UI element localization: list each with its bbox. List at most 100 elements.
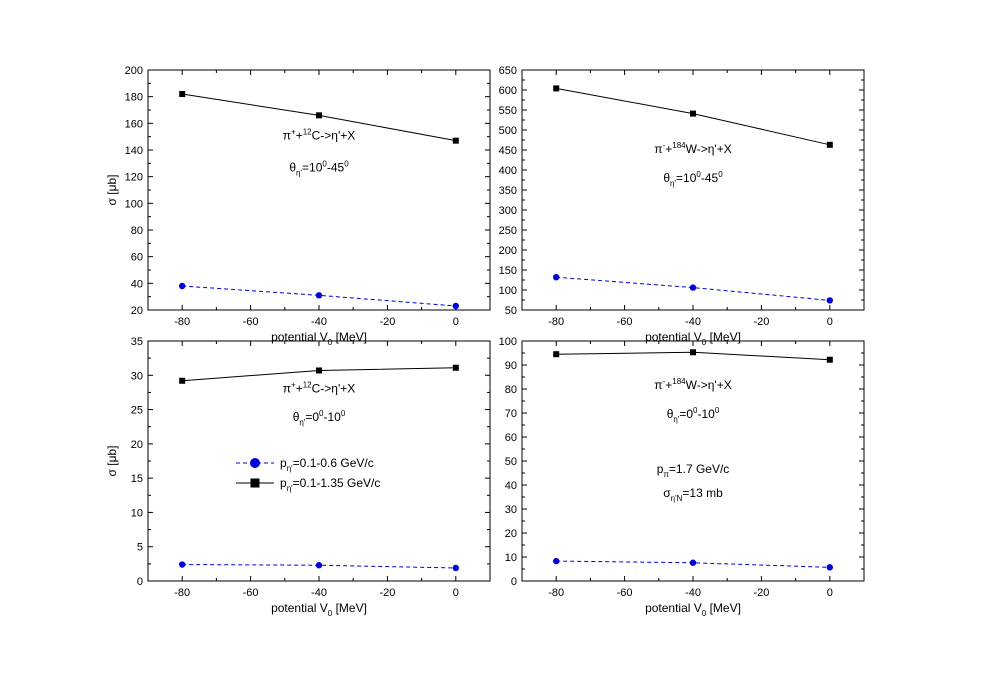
x-tick-label: 0 [827, 316, 833, 328]
annotation-part: 12 [303, 127, 312, 136]
annotation-part: 12 [303, 380, 312, 389]
y-tick-label: 20 [505, 528, 517, 540]
annotation-part: - [663, 377, 666, 386]
data-point [452, 564, 459, 572]
annotation-part: + [665, 142, 672, 156]
y-tick-label: 160 [125, 118, 143, 130]
x-tick-label: -80 [174, 316, 190, 328]
y-tick-label: 550 [499, 105, 517, 117]
data-point [316, 367, 322, 374]
annotation-part: π [283, 128, 291, 142]
legend-marker [250, 478, 260, 488]
annotation-part: + [296, 128, 303, 142]
y-tick-label: 80 [505, 384, 517, 396]
y-tick-label: 40 [131, 278, 143, 290]
y-tick-label: 5 [137, 542, 143, 554]
data-point [553, 557, 560, 565]
annotation-part: -10 [698, 407, 716, 421]
y-tick-label: 50 [505, 305, 517, 317]
y-tick-label: 60 [505, 432, 517, 444]
annotation-part: 0 [718, 170, 723, 179]
annotation-part: + [665, 378, 672, 392]
annotation-part: 184 [672, 377, 686, 386]
y-tick-label: 70 [505, 408, 517, 420]
annotation-part: 0 [693, 406, 698, 415]
chart-panel-top-left: -80 -60 -40 -20 020406080100120140160180200p… [105, 65, 491, 347]
x-tick-label: -80 [548, 316, 564, 328]
x-tick-label: -80 [548, 587, 564, 599]
series-line [556, 87, 830, 146]
data-point [553, 274, 560, 281]
annotation-part: C->η'+X [312, 381, 356, 395]
y-tick-label: 90 [505, 360, 517, 372]
series-line [182, 285, 456, 307]
plot-frame [521, 340, 865, 582]
x-tick-label: 0 [453, 587, 459, 599]
x-axis-label: potential V0 [MeV] [645, 601, 741, 618]
y-tick-label: 200 [499, 245, 517, 257]
annotation: θη'=00-100 [667, 406, 720, 424]
y-tick-label: 180 [125, 92, 143, 104]
data-point [689, 284, 697, 291]
y-tick-label: 500 [499, 125, 517, 137]
x-tick-label: -60 [243, 587, 259, 599]
x-axis-label-main: potential V [271, 601, 328, 615]
y-axis-label: σ [μb] [105, 175, 119, 206]
x-axis-label-unit: [MeV] [706, 330, 741, 344]
data-point [826, 356, 833, 363]
annotation: π-+184W->η'+X [654, 377, 731, 392]
x-axis-label: potential V0 [MeV] [271, 601, 367, 618]
data-point [452, 137, 459, 144]
annotation-part: θ [289, 160, 296, 174]
annotation-part: -45 [701, 171, 719, 185]
chart-panel-bottom-right: -80 -60 -40 -20 0 0 10 20 30 40 50 60 70 80 90 100 poten… [499, 336, 865, 618]
annotation: π-+184W->η'+X [654, 141, 731, 156]
x-tick-label: -80 [174, 587, 190, 599]
annotation-part: π [283, 381, 291, 395]
y-tick-label: 80 [131, 225, 143, 237]
annotation-part: + [291, 127, 296, 136]
series-line [556, 276, 830, 301]
legend-marker [250, 458, 260, 468]
x-tick-label: -40 [685, 587, 701, 599]
x-tick-label: -60 [617, 316, 633, 328]
annotation-part: η' [296, 168, 302, 177]
data-point [689, 559, 697, 566]
legend-label-part: η' [287, 464, 293, 473]
y-tick-label: 100 [125, 198, 143, 210]
annotation-part: -45 [327, 160, 345, 174]
x-tick-label: -20 [753, 316, 769, 328]
annotation-part: η'N [671, 494, 683, 503]
y-tick-label: 10 [131, 507, 143, 519]
data-point [315, 562, 323, 569]
x-axis-label-unit: [MeV] [332, 330, 367, 344]
annotation: θη'=100-450 [289, 159, 349, 177]
annotation-part: p [657, 462, 664, 476]
annotation: θη'=00-100 [293, 409, 346, 427]
y-tick-label: 0 [137, 576, 143, 588]
annotation-part: π [654, 142, 662, 156]
annotation-part: θ [667, 407, 674, 421]
data-point [826, 564, 833, 571]
y-axis-label: σ [μb] [105, 446, 119, 477]
annotation-part: σ [663, 486, 671, 500]
y-tick-label: 20 [131, 439, 143, 451]
x-axis-label-main: potential V [645, 601, 702, 615]
y-tick-label: 300 [499, 205, 517, 217]
annotation-part: C->η'+X [312, 128, 356, 142]
annotation-part: + [291, 380, 296, 389]
chart-panel-bottom-left: -80 -60 -40 -20 0 0 5 10 15 20 25 30 35 potential V0 … [105, 336, 491, 618]
y-tick-label: 30 [131, 370, 143, 382]
x-axis-label-unit: [MeV] [332, 601, 367, 615]
x-tick-label: 0 [827, 587, 833, 599]
y-tick-label: 35 [131, 336, 143, 348]
x-axis-label-sub: 0 [702, 609, 707, 618]
annotation-part: =0 [679, 407, 693, 421]
annotation-part: 0 [341, 409, 346, 418]
y-tick-label: 120 [125, 172, 143, 184]
annotation-part: + [296, 381, 303, 395]
y-tick-label: 150 [499, 265, 517, 277]
x-tick-label: -60 [617, 587, 633, 599]
y-tick-label: 60 [131, 252, 143, 264]
